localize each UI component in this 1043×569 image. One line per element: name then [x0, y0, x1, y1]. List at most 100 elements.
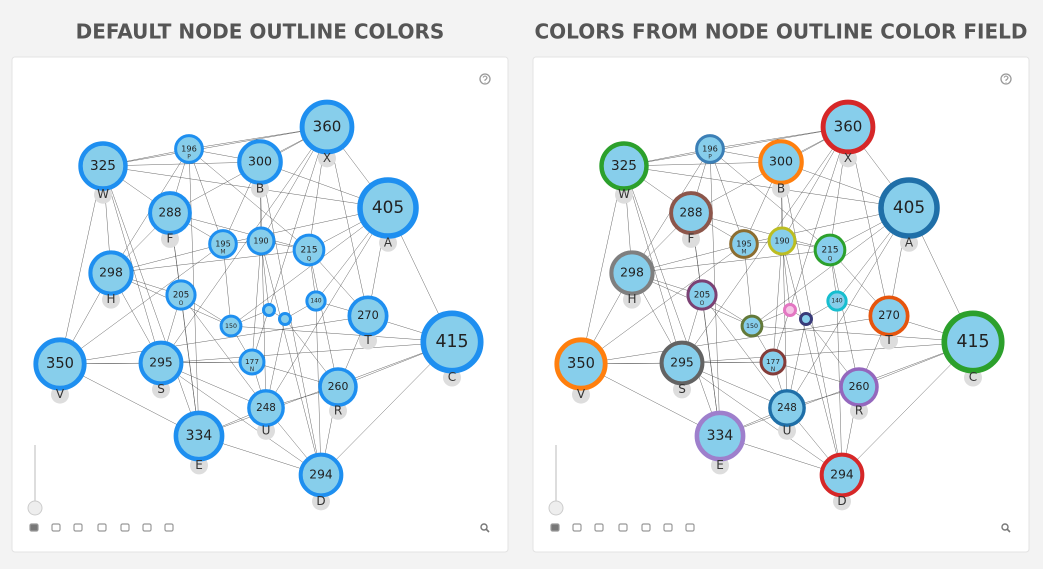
toolbar-button[interactable]: [618, 523, 628, 532]
zoom-slider-handle[interactable]: [548, 500, 564, 516]
toolbar-button[interactable]: [685, 523, 695, 532]
node[interactable]: [305, 290, 327, 312]
node[interactable]: [238, 348, 266, 376]
node[interactable]: [237, 139, 283, 185]
node[interactable]: [148, 191, 192, 235]
node[interactable]: [659, 340, 705, 386]
toolbar-button[interactable]: [97, 523, 107, 532]
node-letter: N: [250, 366, 255, 373]
small-node[interactable]: [783, 303, 797, 317]
node[interactable]: [138, 340, 184, 386]
toolbar-button[interactable]: [29, 523, 39, 532]
node[interactable]: [174, 134, 204, 164]
toolbar-button[interactable]: [142, 523, 152, 532]
node[interactable]: [868, 295, 910, 337]
edge: [701, 294, 788, 409]
node[interactable]: [88, 250, 134, 296]
node-letter: B: [777, 181, 785, 195]
node-value: 298: [99, 265, 123, 280]
node[interactable]: [208, 229, 238, 259]
node-value: 150: [746, 323, 758, 330]
node[interactable]: [599, 141, 649, 191]
edge: [580, 243, 745, 365]
node-value: 300: [769, 154, 793, 169]
small-node[interactable]: [799, 312, 813, 326]
node-letter: W: [618, 187, 630, 201]
small-node[interactable]: [278, 312, 292, 326]
toolbar-button[interactable]: [164, 523, 174, 532]
node[interactable]: [767, 226, 797, 256]
edge: [188, 148, 310, 251]
node[interactable]: [292, 233, 326, 267]
node[interactable]: [820, 99, 876, 155]
node[interactable]: [695, 134, 725, 164]
node-letter: F: [167, 231, 174, 245]
toolbar-button[interactable]: [550, 523, 560, 532]
edge: [110, 249, 310, 274]
search-button[interactable]: [480, 523, 488, 531]
node-value: 248: [777, 402, 797, 414]
node[interactable]: [173, 410, 225, 462]
node[interactable]: [819, 452, 865, 498]
node-letter: X: [844, 151, 852, 165]
node[interactable]: [347, 295, 389, 337]
node[interactable]: [299, 99, 355, 155]
edge: [772, 126, 849, 363]
node-value: 140: [831, 299, 842, 305]
node[interactable]: [609, 250, 655, 296]
node[interactable]: [669, 191, 713, 235]
node[interactable]: [78, 141, 128, 191]
node[interactable]: [219, 314, 243, 338]
edge: [265, 207, 389, 409]
node-letter: D: [316, 494, 325, 508]
node[interactable]: [298, 452, 344, 498]
node[interactable]: [740, 314, 764, 338]
node[interactable]: [758, 139, 804, 185]
node[interactable]: [357, 177, 419, 239]
node[interactable]: [246, 226, 276, 256]
edge: [681, 341, 974, 364]
node[interactable]: [247, 389, 285, 427]
edge: [308, 249, 339, 388]
small-node[interactable]: [262, 303, 276, 317]
node[interactable]: [318, 367, 358, 407]
node-value: 325: [90, 158, 116, 174]
toolbar-button[interactable]: [663, 523, 673, 532]
toolbar-button[interactable]: [120, 523, 130, 532]
node-value: 415: [435, 332, 468, 352]
help-icon[interactable]: [1000, 73, 1012, 85]
edge: [230, 207, 389, 327]
node[interactable]: [554, 337, 608, 391]
node-value: 350: [567, 355, 595, 372]
node[interactable]: [686, 279, 718, 311]
node-letter: A: [905, 235, 914, 249]
node-value: 260: [328, 380, 349, 393]
zoom-slider-handle[interactable]: [27, 500, 43, 516]
node[interactable]: [878, 177, 940, 239]
node-value: 177: [245, 357, 259, 366]
node[interactable]: [729, 229, 759, 259]
edge: [169, 212, 310, 251]
node-value: 190: [253, 237, 268, 246]
panel-title: COLORS FROM NODE OUTLINE COLOR FIELD: [535, 20, 1028, 44]
toolbar-button[interactable]: [73, 523, 83, 532]
node-value: 294: [830, 468, 854, 482]
edge: [102, 165, 389, 209]
node[interactable]: [941, 310, 1005, 374]
node[interactable]: [826, 290, 848, 312]
node[interactable]: [839, 367, 879, 407]
node[interactable]: [165, 279, 197, 311]
node[interactable]: [813, 233, 847, 267]
node[interactable]: [420, 310, 484, 374]
toolbar-button[interactable]: [594, 523, 604, 532]
toolbar-button[interactable]: [572, 523, 582, 532]
search-button[interactable]: [1001, 523, 1009, 531]
toolbar-button[interactable]: [51, 523, 61, 532]
node[interactable]: [694, 410, 746, 462]
node[interactable]: [759, 348, 787, 376]
node[interactable]: [768, 389, 806, 427]
help-icon[interactable]: [479, 73, 491, 85]
toolbar-button[interactable]: [641, 523, 651, 532]
node[interactable]: [33, 337, 87, 391]
